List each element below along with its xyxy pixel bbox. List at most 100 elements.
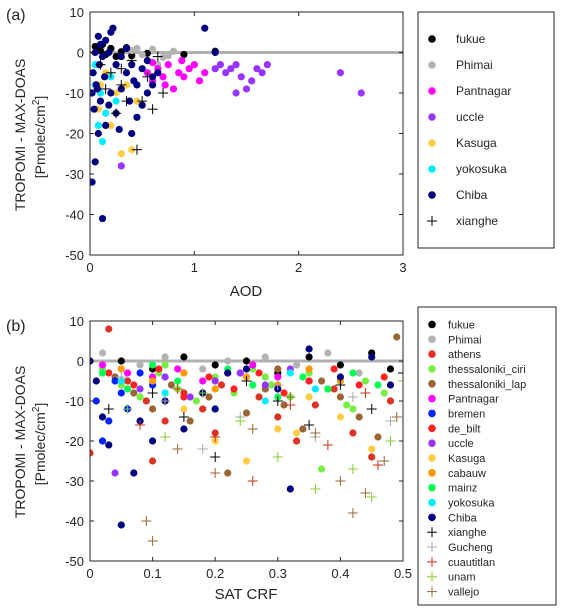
data-point (272, 396, 283, 406)
data-point (98, 138, 107, 146)
legend-label: yokosuka (448, 498, 495, 510)
data-point (147, 536, 158, 546)
data-point (199, 377, 207, 385)
data-point (109, 24, 117, 32)
data-point (122, 404, 133, 414)
data-point (161, 417, 169, 425)
data-point (169, 47, 178, 55)
legend-marker (428, 483, 436, 492)
data-point (167, 381, 175, 389)
data-point (105, 441, 113, 449)
data-point (105, 67, 116, 78)
data-point (133, 44, 141, 53)
data-point (211, 385, 219, 393)
data-point (322, 440, 333, 450)
data-point (330, 365, 338, 373)
data-point (111, 377, 119, 385)
data-point (160, 396, 171, 406)
data-point (305, 393, 313, 401)
data-point (261, 397, 269, 405)
data-point (92, 397, 100, 405)
data-point (123, 369, 132, 377)
data-point (180, 73, 188, 81)
data-point (199, 365, 207, 373)
x-tick-label: 3 (399, 260, 406, 275)
legend-marker (428, 394, 436, 403)
data-point (242, 457, 251, 465)
data-point (107, 89, 115, 97)
series-Kasuga (180, 393, 376, 465)
data-point (116, 63, 127, 74)
legend-label: thessaloniki_ciri (448, 364, 526, 376)
data-point (117, 389, 125, 397)
data-point (299, 425, 307, 433)
data-point (96, 40, 105, 49)
data-point (169, 85, 178, 93)
legend-label: bremen (448, 408, 485, 420)
data-point (103, 404, 114, 414)
data-point (366, 404, 377, 414)
data-point (112, 61, 120, 69)
legend-item: Chiba (428, 188, 488, 202)
data-point (330, 385, 338, 393)
data-point (274, 365, 282, 373)
data-point (107, 121, 115, 129)
data-point (247, 424, 258, 434)
data-point (138, 65, 146, 73)
series-vallejo (141, 392, 402, 546)
data-point (158, 88, 169, 98)
legend-label: yokosuka (456, 162, 507, 176)
legend-marker (428, 61, 436, 69)
data-point (98, 413, 107, 421)
y-tick-label: -50 (65, 248, 84, 263)
data-point (380, 389, 388, 397)
data-point (343, 401, 351, 409)
data-point (95, 59, 106, 70)
data-point (111, 469, 119, 477)
legend-label: cuautitlan (448, 557, 495, 569)
data-point (267, 381, 276, 389)
data-point (237, 73, 245, 81)
data-point (91, 158, 99, 166)
series-xianghe (95, 51, 169, 155)
data-point (249, 361, 257, 369)
legend-marker (428, 165, 436, 173)
data-point (185, 65, 193, 73)
y-axis-label-close: ] (32, 96, 48, 100)
data-point (201, 24, 209, 32)
x-tick-label: 1 (191, 260, 198, 275)
data-point (149, 361, 157, 369)
data-point (112, 52, 120, 61)
data-point (385, 416, 396, 426)
data-point (349, 405, 357, 413)
data-point (211, 65, 219, 73)
data-point (347, 508, 358, 518)
data-point (98, 437, 107, 445)
data-point (138, 50, 146, 59)
data-point (174, 377, 182, 385)
data-point (386, 397, 395, 405)
data-point (100, 83, 111, 94)
data-point (117, 162, 125, 170)
data-point (274, 413, 282, 421)
y-axis-label: TROPOMI - MAX-DOAS [Pmolec/cm2] (12, 362, 48, 518)
data-point (197, 388, 208, 398)
data-point (305, 365, 313, 373)
data-point (216, 61, 225, 69)
data-point (241, 376, 252, 386)
series-uccle (117, 61, 365, 170)
data-point (161, 373, 169, 381)
series-Phimai (98, 349, 363, 377)
data-point (336, 361, 344, 369)
data-point (161, 361, 169, 369)
legend-label: unam (448, 572, 476, 584)
data-point (141, 516, 152, 526)
data-point (336, 373, 344, 381)
data-point (117, 521, 125, 529)
data-point (255, 393, 263, 401)
data-point (172, 384, 183, 394)
data-point (94, 121, 102, 129)
data-point (133, 113, 141, 121)
data-point (360, 488, 371, 498)
